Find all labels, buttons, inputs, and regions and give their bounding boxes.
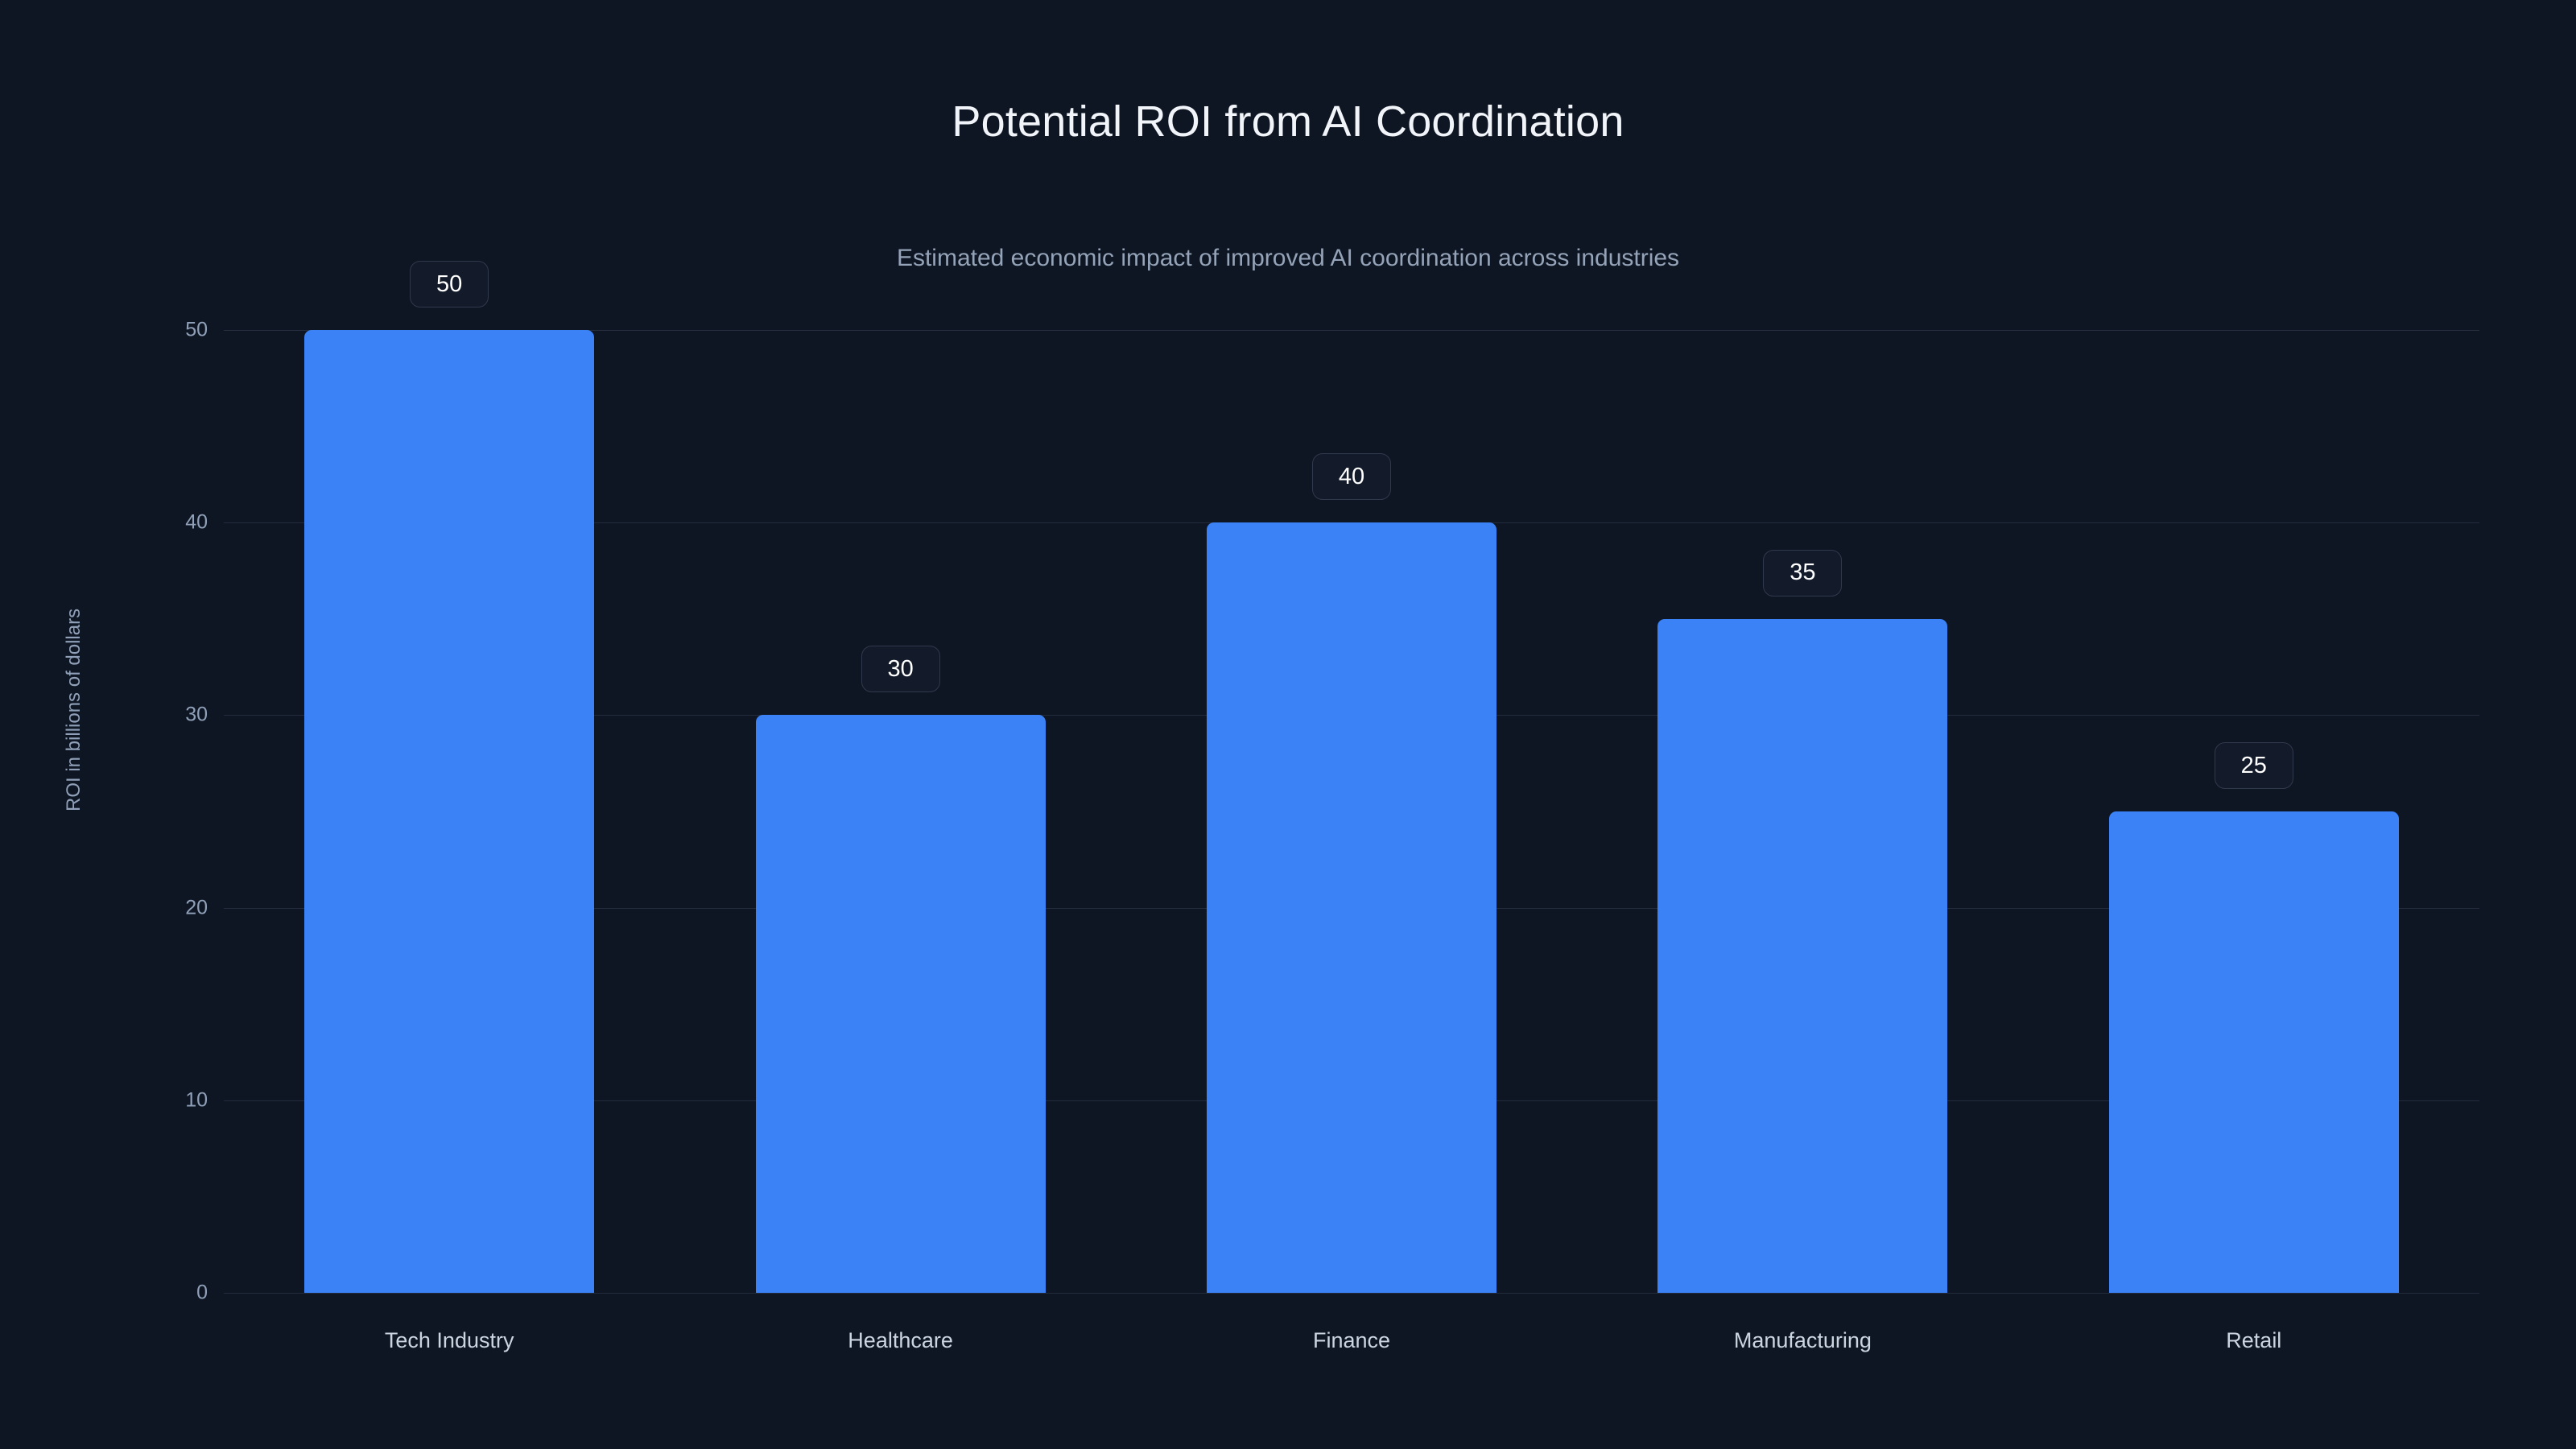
x-axis-tick-label: Retail	[2226, 1328, 2282, 1352]
y-axis-tick-label: 20	[185, 896, 208, 919]
y-axis-title: ROI in billions of dollars	[63, 608, 85, 811]
bar[interactable]	[755, 715, 1046, 1293]
bar-value-badge: 35	[1763, 549, 1843, 597]
bar-value-badge: 40	[1312, 453, 1391, 501]
bar[interactable]	[1657, 618, 1948, 1293]
x-axis-tick-label: Manufacturing	[1733, 1328, 1872, 1352]
bar[interactable]	[1207, 522, 1496, 1293]
bar-value-badge: 25	[2214, 742, 2293, 789]
bar-value-badge: 30	[861, 646, 940, 693]
bar[interactable]	[2108, 811, 2399, 1293]
gridline	[224, 330, 2479, 331]
y-axis-tick-label: 50	[185, 318, 208, 341]
y-axis-tick-label: 30	[185, 703, 208, 726]
y-axis-tick-label: 0	[196, 1281, 208, 1304]
y-axis-tick-label: 40	[185, 510, 208, 534]
x-axis-tick-label: Finance	[1312, 1328, 1391, 1352]
plot-area	[224, 330, 2479, 1294]
chart-title: Potential ROI from AI Coordination	[952, 97, 1624, 146]
y-axis-tick-label: 10	[185, 1088, 208, 1112]
bar[interactable]	[304, 330, 595, 1293]
gridline	[224, 1293, 2479, 1294]
x-axis-tick-label: Healthcare	[848, 1328, 953, 1352]
x-axis-tick-label: Tech Industry	[384, 1328, 514, 1352]
chart-subtitle: Estimated economic impact of improved AI…	[896, 245, 1680, 271]
bar-value-badge: 50	[410, 261, 489, 308]
